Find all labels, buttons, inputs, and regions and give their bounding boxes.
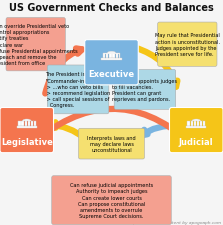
Bar xyxy=(103,54,120,59)
Bar xyxy=(118,54,119,59)
Bar xyxy=(186,126,206,128)
Text: Can override Presidential veto
Control appropriations
Ratify treaties
Declare wa: Can override Presidential veto Control a… xyxy=(0,24,78,66)
Bar xyxy=(101,58,122,61)
Text: The President is the
"Commander-in-Chief"
 > ...who can veto bills
 > recommend : The President is the "Commander-in-Chief… xyxy=(45,72,111,108)
Bar xyxy=(196,122,197,126)
FancyBboxPatch shape xyxy=(52,176,171,225)
Text: Interprets laws and
may declare laws
unconstitutional: Interprets laws and may declare laws unc… xyxy=(87,135,136,153)
Bar xyxy=(33,122,34,126)
Bar xyxy=(115,54,116,59)
FancyBboxPatch shape xyxy=(6,18,65,72)
Ellipse shape xyxy=(22,119,31,124)
Bar xyxy=(17,126,37,128)
Bar xyxy=(27,122,28,126)
Text: Legislative: Legislative xyxy=(1,137,53,146)
Ellipse shape xyxy=(107,52,116,56)
Bar xyxy=(108,54,109,59)
FancyBboxPatch shape xyxy=(0,108,54,153)
Bar xyxy=(202,122,203,126)
Text: US Government Checks and Balances: US Government Checks and Balances xyxy=(9,3,214,13)
Ellipse shape xyxy=(192,119,201,124)
Text: Judicial: Judicial xyxy=(179,137,214,146)
Text: May rule that Presidential
action is unconstitutional.
Judges appointed by the
P: May rule that Presidential action is unc… xyxy=(155,33,220,57)
FancyBboxPatch shape xyxy=(114,70,176,110)
FancyBboxPatch shape xyxy=(158,23,217,67)
Bar xyxy=(187,122,205,126)
Bar xyxy=(30,122,31,126)
Bar xyxy=(193,122,194,126)
Bar xyxy=(199,122,200,126)
Bar xyxy=(18,122,36,126)
FancyBboxPatch shape xyxy=(169,108,223,153)
Text: Can refuse judicial appointments
Authority to impeach judges
Can create lower co: Can refuse judicial appointments Authori… xyxy=(70,182,153,218)
Text: President appoints judges
to fill vacancies.
President can grant
reprieves and p: President appoints judges to fill vacanc… xyxy=(112,78,178,102)
Bar xyxy=(190,122,191,126)
FancyBboxPatch shape xyxy=(47,66,109,114)
Text: Executive: Executive xyxy=(89,70,134,79)
FancyBboxPatch shape xyxy=(85,40,138,86)
Text: public domain content by apogoaph.com: public domain content by apogoaph.com xyxy=(132,220,221,224)
Bar xyxy=(105,54,106,59)
Bar xyxy=(24,122,25,126)
FancyBboxPatch shape xyxy=(78,129,145,159)
